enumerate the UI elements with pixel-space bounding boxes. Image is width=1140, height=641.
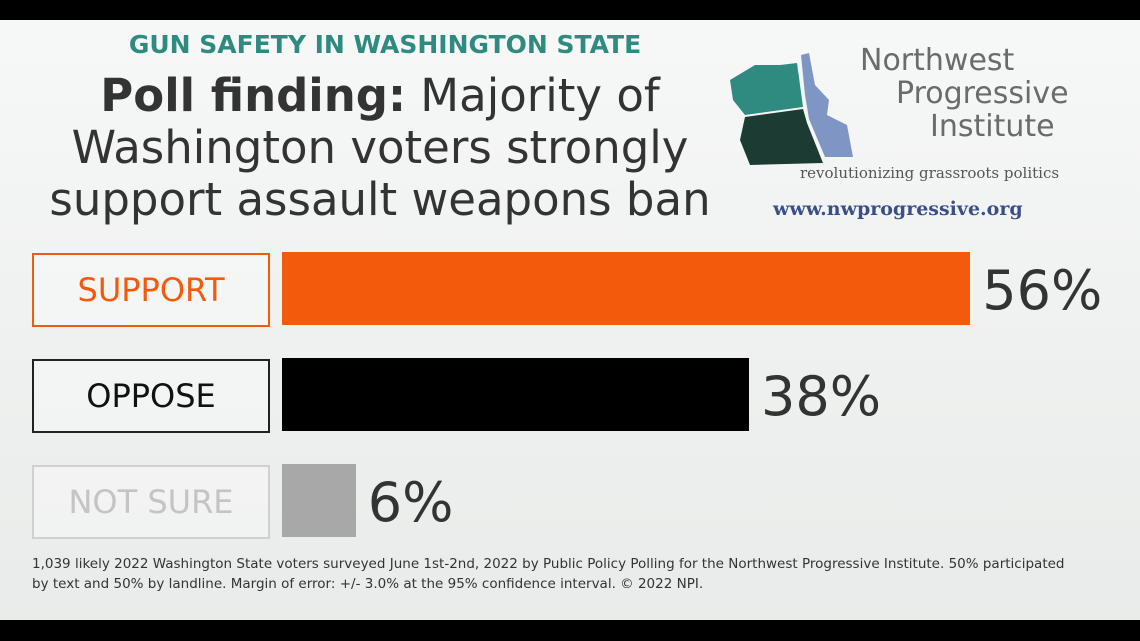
footnote: 1,039 likely 2022 Washington State voter… xyxy=(32,556,1065,592)
bar xyxy=(282,358,750,431)
logo-map xyxy=(730,53,853,165)
logo-url: www.nwprogressive.org xyxy=(773,198,1023,220)
value-label: 6% xyxy=(367,471,454,534)
map-or xyxy=(740,109,823,165)
category-label: OPPOSE xyxy=(32,358,270,433)
map-wa xyxy=(730,63,803,115)
category-label: SUPPORT xyxy=(32,252,270,327)
title-text: Majority of Washington voters strongly s… xyxy=(49,69,711,226)
bar xyxy=(282,464,356,537)
chart-title: Poll finding: Majority of Washington vot… xyxy=(20,70,740,226)
kicker: GUN SAFETY IN WASHINGTON STATE xyxy=(128,30,642,59)
logo-line: Institute xyxy=(930,109,1055,144)
logo-name: Northwest Progressive Institute xyxy=(858,44,1108,143)
logo-line: Northwest xyxy=(860,43,1015,78)
value-label: 56% xyxy=(982,259,1103,322)
logo-line: Progressive xyxy=(896,76,1069,111)
frame-top xyxy=(0,0,1140,20)
title-lead: Poll finding: xyxy=(100,69,406,122)
value-label: 38% xyxy=(761,365,882,428)
map-id xyxy=(801,53,853,157)
logo-tagline: revolutionizing grassroots politics xyxy=(800,164,1060,182)
bar xyxy=(282,252,971,325)
frame-bottom xyxy=(0,620,1140,641)
category-label: NOT SURE xyxy=(32,464,270,539)
